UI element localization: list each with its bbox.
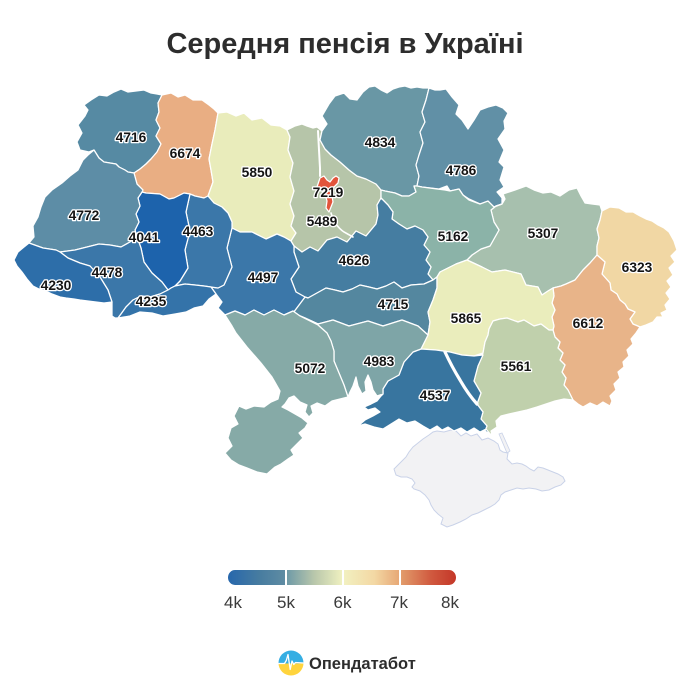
svg-text:4478: 4478 [92, 265, 123, 280]
svg-text:4983: 4983 [364, 354, 395, 369]
svg-text:4235: 4235 [136, 294, 167, 309]
svg-text:Опендатабот: Опендатабот [309, 655, 416, 673]
svg-text:8k: 8k [441, 593, 459, 612]
svg-text:4834: 4834 [365, 135, 396, 150]
svg-text:4463: 4463 [183, 224, 214, 239]
svg-text:5162: 5162 [438, 229, 469, 244]
svg-text:4497: 4497 [248, 270, 279, 285]
svg-text:5561: 5561 [501, 359, 532, 374]
svg-text:6674: 6674 [170, 146, 201, 161]
svg-text:4786: 4786 [446, 163, 477, 178]
svg-text:5489: 5489 [307, 214, 338, 229]
svg-text:4k: 4k [224, 593, 242, 612]
svg-text:4715: 4715 [378, 297, 409, 312]
svg-text:5307: 5307 [528, 226, 559, 241]
svg-text:5k: 5k [277, 593, 295, 612]
svg-text:4772: 4772 [69, 208, 100, 223]
svg-text:4041: 4041 [129, 230, 160, 245]
svg-text:5865: 5865 [451, 311, 482, 326]
svg-text:4537: 4537 [420, 388, 451, 403]
svg-text:4230: 4230 [41, 278, 72, 293]
svg-text:7219: 7219 [313, 185, 344, 200]
svg-text:Середня пенсія в Україні: Середня пенсія в Україні [166, 28, 523, 60]
svg-text:5072: 5072 [295, 361, 326, 376]
svg-text:6612: 6612 [573, 316, 604, 331]
svg-text:4716: 4716 [116, 130, 147, 145]
svg-text:4626: 4626 [339, 253, 370, 268]
svg-text:6k: 6k [334, 593, 352, 612]
svg-text:6323: 6323 [622, 260, 653, 275]
svg-text:5850: 5850 [242, 165, 273, 180]
svg-text:7k: 7k [390, 593, 408, 612]
